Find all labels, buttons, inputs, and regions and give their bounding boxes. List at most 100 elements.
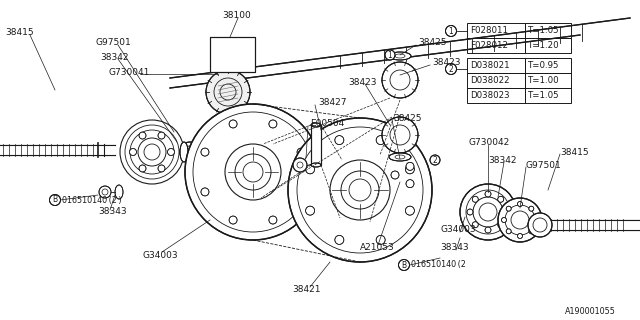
Text: 1: 1 [388, 51, 392, 60]
Text: 38342: 38342 [100, 52, 129, 61]
Text: 2: 2 [433, 156, 437, 164]
Circle shape [297, 188, 305, 196]
Text: D038023: D038023 [470, 91, 509, 100]
Circle shape [201, 188, 209, 196]
Bar [311, 125, 321, 165]
Text: F028012: F028012 [470, 41, 508, 50]
Circle shape [406, 162, 414, 170]
Text: A21053: A21053 [360, 244, 395, 252]
Circle shape [269, 120, 277, 128]
Text: G730042: G730042 [468, 138, 509, 147]
Circle shape [229, 216, 237, 224]
Circle shape [168, 148, 175, 156]
Circle shape [506, 206, 511, 211]
Text: 38423: 38423 [432, 58, 461, 67]
Circle shape [503, 209, 509, 215]
Circle shape [139, 132, 146, 139]
Ellipse shape [311, 123, 321, 127]
Circle shape [376, 136, 385, 145]
Circle shape [405, 206, 414, 215]
Bar [525, 88, 571, 103]
Text: F028011: F028011 [470, 26, 508, 35]
Bar [525, 58, 571, 73]
Circle shape [335, 136, 344, 145]
Text: 38343: 38343 [98, 207, 127, 217]
Circle shape [485, 191, 491, 197]
Text: G97501: G97501 [95, 37, 131, 46]
Text: 1: 1 [449, 27, 453, 36]
Bar [467, 38, 525, 53]
Circle shape [382, 117, 418, 153]
Ellipse shape [389, 153, 411, 161]
Circle shape [472, 196, 478, 202]
Bar [467, 88, 525, 103]
Circle shape [529, 229, 534, 234]
Circle shape [229, 120, 237, 128]
Bar [210, 37, 255, 72]
Text: D038022: D038022 [470, 76, 509, 85]
Ellipse shape [311, 163, 321, 167]
Text: 2: 2 [449, 65, 453, 74]
Circle shape [335, 236, 344, 244]
Text: E00504: E00504 [310, 118, 344, 127]
Text: T=1.20: T=1.20 [528, 41, 559, 50]
Circle shape [405, 165, 414, 174]
Text: 38427: 38427 [318, 98, 346, 107]
Text: 38425: 38425 [393, 114, 422, 123]
Text: 38100: 38100 [222, 11, 251, 20]
Circle shape [129, 148, 136, 156]
Text: B: B [52, 196, 58, 204]
Bar [525, 73, 571, 88]
Text: 38342: 38342 [488, 156, 516, 164]
Text: G34003: G34003 [142, 251, 178, 260]
Circle shape [506, 229, 511, 234]
Bar [467, 58, 525, 73]
Text: 38415: 38415 [560, 148, 589, 156]
Circle shape [382, 62, 418, 98]
Text: 38425: 38425 [418, 37, 447, 46]
Circle shape [293, 158, 307, 172]
Circle shape [180, 142, 200, 162]
Circle shape [445, 63, 456, 75]
Circle shape [158, 165, 165, 172]
Circle shape [467, 209, 473, 215]
Circle shape [485, 227, 491, 233]
Circle shape [99, 186, 111, 198]
Circle shape [498, 222, 504, 228]
Text: T=0.95: T=0.95 [528, 61, 559, 70]
Text: 38415: 38415 [5, 28, 34, 36]
Text: 38343: 38343 [440, 244, 468, 252]
Circle shape [518, 234, 522, 238]
Text: A190001055: A190001055 [565, 308, 616, 316]
Circle shape [385, 50, 395, 60]
Text: G34003: G34003 [440, 226, 476, 235]
Text: T=1.05: T=1.05 [528, 26, 559, 35]
Circle shape [376, 236, 385, 244]
Text: 016510140 (2: 016510140 (2 [411, 260, 466, 269]
Bar [467, 73, 525, 88]
Circle shape [391, 171, 399, 179]
Circle shape [460, 184, 516, 240]
Circle shape [498, 196, 504, 202]
Bar [540, 220, 640, 230]
Text: D038021: D038021 [470, 61, 509, 70]
Circle shape [139, 165, 146, 172]
Circle shape [518, 202, 522, 206]
Circle shape [201, 148, 209, 156]
Text: 38423: 38423 [348, 77, 376, 86]
Circle shape [430, 155, 440, 165]
Circle shape [269, 216, 277, 224]
Circle shape [185, 104, 321, 240]
Text: T=1.05: T=1.05 [528, 91, 559, 100]
Bar [311, 125, 321, 165]
Text: G730041: G730041 [108, 68, 149, 76]
Text: T=1.00: T=1.00 [528, 76, 559, 85]
Bar [525, 38, 571, 53]
Ellipse shape [180, 142, 188, 162]
Circle shape [206, 70, 250, 114]
Circle shape [406, 180, 414, 188]
Bar [0, 145, 115, 155]
Circle shape [502, 218, 506, 222]
Circle shape [288, 118, 432, 262]
Text: B: B [401, 260, 406, 269]
